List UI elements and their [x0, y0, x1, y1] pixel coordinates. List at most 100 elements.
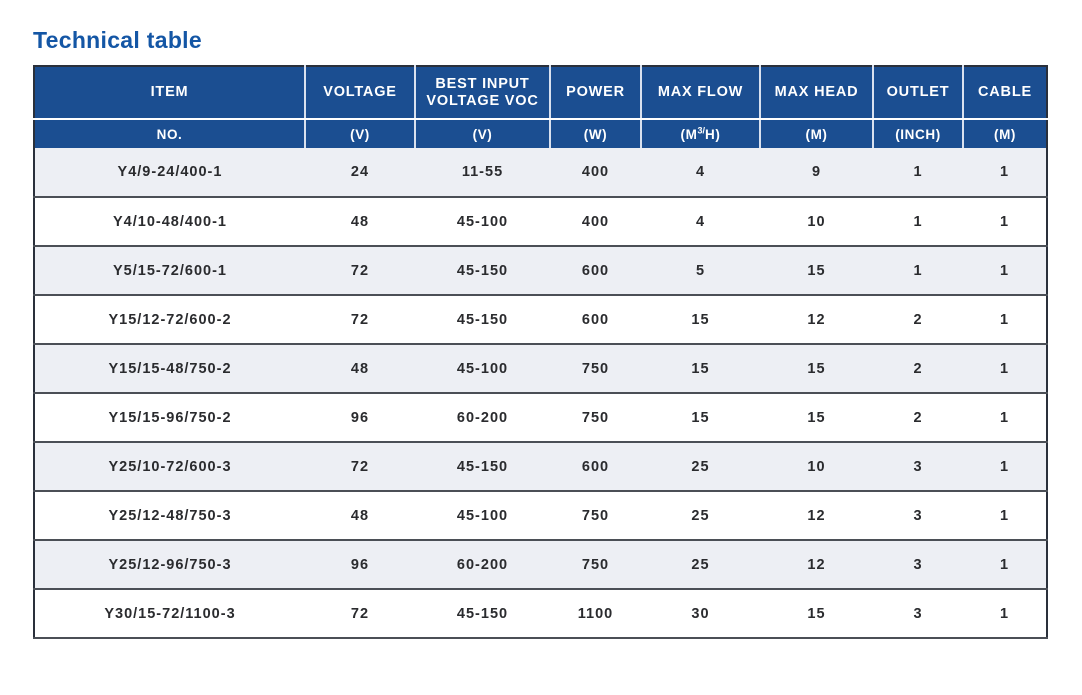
- value-cell-voltage: 96: [305, 540, 415, 590]
- value-cell-max-flow: 25: [641, 442, 760, 492]
- value-cell-cable: 1: [963, 246, 1047, 296]
- value-cell-best-input-voltage-voc: 11-55: [415, 148, 550, 198]
- unit-text: (V): [472, 126, 493, 142]
- value-cell-cable: 1: [963, 442, 1047, 492]
- value-cell-voltage: 48: [305, 197, 415, 247]
- table-row: Y4/10-48/400-1 48 45-100 400 4 10 1 1: [34, 197, 1047, 247]
- col-header-best-input-voltage-voc: BEST INPUT VOLTAGE VOC: [415, 66, 551, 120]
- col-header-max-head: MAX HEAD: [760, 66, 874, 120]
- value-cell-cable: 1: [963, 344, 1047, 394]
- value-cell-voltage: 48: [305, 491, 415, 541]
- value-cell-max-flow: 30: [641, 589, 760, 639]
- item-cell: Y25/12-48/750-3: [34, 491, 305, 541]
- value-cell-max-head: 15: [760, 344, 873, 394]
- col-header-power: POWER: [550, 66, 642, 120]
- value-cell-outlet: 1: [873, 246, 963, 296]
- value-cell-power: 600: [550, 442, 641, 492]
- value-cell-power: 750: [550, 540, 641, 590]
- value-cell-max-head: 12: [760, 491, 873, 541]
- value-cell-outlet: 1: [873, 197, 963, 247]
- item-cell: Y15/12-72/600-2: [34, 295, 305, 345]
- table-row: Y25/12-48/750-3 48 45-100 750 25 12 3 1: [34, 491, 1047, 541]
- table-row: Y4/9-24/400-1 24 11-55 400 4 9 1 1: [34, 148, 1047, 198]
- item-cell: Y15/15-48/750-2: [34, 344, 305, 394]
- value-cell-max-flow: 4: [641, 148, 760, 198]
- table-row: Y5/15-72/600-1 72 45-150 600 5 15 1 1: [34, 246, 1047, 296]
- value-cell-best-input-voltage-voc: 45-150: [415, 442, 550, 492]
- value-cell-cable: 1: [963, 148, 1047, 198]
- value-cell-voltage: 48: [305, 344, 415, 394]
- unit-text: (V): [350, 126, 370, 142]
- table-header: ITEM VOLTAGE BEST INPUT VOLTAGE VOC POWER MA…: [34, 66, 1047, 148]
- col-header-item: ITEM: [34, 66, 306, 120]
- item-cell: Y5/15-72/600-1: [34, 246, 305, 296]
- value-cell-max-flow: 25: [641, 540, 760, 590]
- value-cell-best-input-voltage-voc: 45-150: [415, 295, 550, 345]
- col-unit-item: NO.: [34, 119, 306, 148]
- value-cell-max-flow: 15: [641, 393, 760, 443]
- value-cell-outlet: 3: [873, 491, 963, 541]
- unit-text: NO.: [156, 126, 183, 142]
- table-row: Y25/12-96/750-3 96 60-200 750 25 12 3 1: [34, 540, 1047, 590]
- value-cell-outlet: 1: [873, 148, 963, 198]
- value-cell-power: 750: [550, 344, 641, 394]
- value-cell-cable: 1: [963, 295, 1047, 345]
- value-cell-max-flow: 25: [641, 491, 760, 541]
- value-cell-cable: 1: [963, 589, 1047, 639]
- unit-text: (M: [680, 126, 698, 142]
- page-title: Technical table: [33, 27, 202, 53]
- table-body: Y4/9-24/400-1 24 11-55 400 4 9 1 1 Y4/10-48/400-…: [34, 148, 1047, 639]
- value-cell-best-input-voltage-voc: 45-100: [415, 197, 550, 247]
- value-cell-max-head: 15: [760, 589, 873, 639]
- unit-text: (M): [993, 126, 1017, 142]
- value-cell-best-input-voltage-voc: 60-200: [415, 540, 550, 590]
- col-unit-max-flow: (M3/H): [641, 119, 761, 148]
- col-header-voltage: VOLTAGE: [305, 66, 416, 120]
- value-cell-max-head: 10: [760, 197, 873, 247]
- value-cell-voltage: 96: [305, 393, 415, 443]
- value-cell-voltage: 72: [305, 295, 415, 345]
- col-header-outlet: OUTLET: [873, 66, 964, 120]
- value-cell-voltage: 72: [305, 246, 415, 296]
- value-cell-max-head: 12: [760, 540, 873, 590]
- value-cell-cable: 1: [963, 393, 1047, 443]
- value-cell-max-flow: 4: [641, 197, 760, 247]
- value-cell-power: 600: [550, 246, 641, 296]
- value-cell-outlet: 2: [873, 393, 963, 443]
- value-cell-best-input-voltage-voc: 45-150: [415, 589, 550, 639]
- value-cell-best-input-voltage-voc: 60-200: [415, 393, 550, 443]
- value-cell-max-head: 10: [760, 442, 873, 492]
- unit-text: (INCH): [895, 126, 941, 142]
- value-cell-power: 1100: [550, 589, 641, 639]
- table-row: Y25/10-72/600-3 72 45-150 600 25 10 3 1: [34, 442, 1047, 492]
- col-unit-cable: (M): [963, 119, 1047, 148]
- col-unit-voltage: (V): [305, 119, 416, 148]
- item-cell: Y15/15-96/750-2: [34, 393, 305, 443]
- unit-text: (M): [805, 126, 828, 142]
- item-cell: Y30/15-72/1100-3: [34, 589, 305, 639]
- col-header-cable: CABLE: [963, 66, 1047, 120]
- value-cell-outlet: 2: [873, 344, 963, 394]
- value-cell-max-head: 15: [760, 246, 873, 296]
- value-cell-cable: 1: [963, 491, 1047, 541]
- value-cell-max-flow: 15: [641, 344, 760, 394]
- value-cell-max-head: 12: [760, 295, 873, 345]
- col-header-max-flow: MAX FLOW: [641, 66, 761, 120]
- table-row: Y15/15-48/750-2 48 45-100 750 15 15 2 1: [34, 344, 1047, 394]
- col-unit-power: (W): [550, 119, 642, 148]
- item-cell: Y25/12-96/750-3: [34, 540, 305, 590]
- value-cell-power: 750: [550, 491, 641, 541]
- col-unit-max-head: (M): [760, 119, 874, 148]
- value-cell-best-input-voltage-voc: 45-100: [415, 491, 550, 541]
- table-row: Y30/15-72/1100-3 72 45-150 1100 30 15 3 1: [34, 589, 1047, 639]
- col-unit-outlet: (INCH): [873, 119, 964, 148]
- value-cell-power: 400: [550, 148, 641, 198]
- unit-superscript: 3/: [697, 125, 705, 135]
- value-cell-best-input-voltage-voc: 45-100: [415, 344, 550, 394]
- value-cell-outlet: 3: [873, 589, 963, 639]
- table-row: Y15/12-72/600-2 72 45-150 600 15 12 2 1: [34, 295, 1047, 345]
- value-cell-voltage: 24: [305, 148, 415, 198]
- value-cell-power: 400: [550, 197, 641, 247]
- value-cell-cable: 1: [963, 540, 1047, 590]
